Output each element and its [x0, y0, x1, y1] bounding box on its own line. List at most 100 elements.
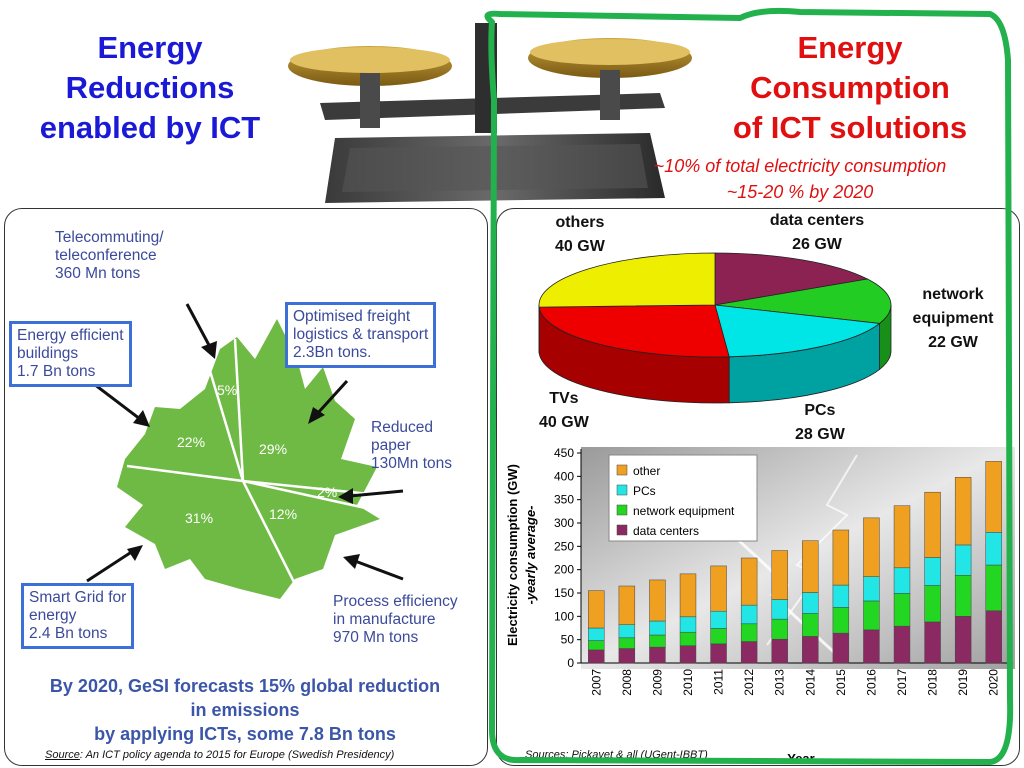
forecast-text: By 2020, GeSI forecasts 15% global reduc… — [45, 674, 445, 746]
x-tick-label: 2013 — [773, 669, 787, 696]
bar-data-centers-2017 — [893, 625, 911, 664]
right-title-line: Consumption — [750, 70, 950, 105]
bar-network-equipment-2017 — [893, 593, 911, 627]
label-line: 360 Mn tons — [55, 265, 141, 282]
legend-label: other — [633, 464, 660, 478]
bar-PCs-2009 — [649, 620, 666, 636]
paper-label: Reduced paper 130Mn tons — [371, 419, 452, 473]
segment-label: 5% — [217, 382, 237, 398]
segment-label: 2% — [317, 484, 337, 500]
y-tick-label: 50 — [561, 633, 575, 647]
bar-data-centers-2010 — [679, 645, 697, 664]
bar-network-equipment-2007 — [588, 640, 605, 651]
x-tick-label: 2017 — [895, 669, 909, 696]
bar-PCs-2008 — [618, 624, 636, 639]
label-line: Energy efficient — [17, 327, 124, 344]
label-line: logistics & transport — [293, 326, 429, 343]
smart-grid-label: Smart Grid for energy 2.4 Bn tons — [21, 583, 135, 649]
bar-network-equipment-2019 — [954, 575, 972, 617]
x-tick-label: 2009 — [650, 669, 664, 696]
y-tick-label: 150 — [554, 586, 574, 600]
y-axis-label: Electricity consumption (GW) — [505, 464, 520, 646]
legend-swatch — [616, 524, 628, 536]
bar-network-equipment-2018 — [924, 585, 941, 623]
y-axis-sublabel: -yearly average- — [523, 505, 538, 604]
bar-network-equipment-2012 — [740, 623, 758, 642]
bar-network-equipment-2010 — [679, 631, 697, 646]
right-subtitle: ~10% of total electricity consumption ~1… — [580, 153, 1020, 205]
x-tick-label: 2014 — [803, 669, 817, 696]
y-tick-label: 200 — [554, 563, 574, 577]
label-line: Telecommuting/ — [55, 229, 164, 246]
bar-data-centers-2019 — [954, 616, 972, 664]
pie-label-network: network equipment 22 GW — [897, 283, 1009, 355]
x-tick-label: 2015 — [834, 669, 848, 696]
x-tick-label: 2018 — [926, 669, 940, 696]
bar-data-centers-2015 — [832, 632, 850, 664]
subtitle-line: ~15-20 % by 2020 — [726, 182, 874, 202]
pie-slice-others — [538, 252, 716, 308]
source-text: : An ICT policy agenda to 2015 for Europ… — [79, 749, 395, 761]
bar-data-centers-2012 — [740, 641, 758, 664]
bar-network-equipment-2013 — [771, 618, 788, 640]
segment-label: 29% — [259, 441, 287, 457]
right-source: Sources: Pickavet & all (UGent-IBBT) — [525, 749, 708, 761]
bar-other-2007 — [588, 590, 605, 629]
bar-PCs-2013 — [771, 599, 788, 620]
bar-data-centers-2007 — [588, 649, 605, 664]
label-line: Reduced — [371, 419, 434, 436]
pie-label-name: others — [555, 214, 605, 231]
bar-PCs-2020 — [985, 532, 1002, 566]
segment-label: 12% — [269, 506, 297, 522]
right-title-line: Energy — [797, 30, 903, 65]
bar-other-2017 — [893, 505, 911, 569]
bar-other-2011 — [710, 565, 727, 612]
legend-swatch — [616, 504, 628, 516]
legend-swatch — [616, 484, 628, 496]
legend-label: network equipment — [633, 504, 735, 518]
x-tick-label: 2016 — [864, 669, 878, 696]
pie-label-value: 40 GW — [539, 414, 589, 431]
y-tick-label: 350 — [554, 493, 574, 507]
bar-network-equipment-2014 — [802, 613, 819, 637]
y-tick-label: 100 — [554, 609, 574, 623]
x-axis-label: Year — [787, 751, 814, 766]
bar-other-2013 — [771, 550, 788, 600]
left-source: Source: An ICT policy agenda to 2015 for… — [45, 749, 394, 761]
bar-network-equipment-2016 — [863, 600, 880, 631]
pie-label-name-text: network equipment — [912, 286, 994, 327]
bar-other-2008 — [618, 585, 636, 625]
pie-label-name: network equipment — [897, 283, 1009, 331]
forecast-line: By 2020, GeSI forecasts 15% global reduc… — [49, 676, 441, 696]
bar-other-2012 — [740, 557, 758, 606]
right-title: Energy Consumption of ICT solutions — [700, 28, 1000, 148]
source-label: Source — [45, 749, 80, 761]
label-line: 970 Mn tons — [333, 629, 419, 646]
bar-network-equipment-2008 — [618, 637, 636, 649]
label-line: energy — [29, 607, 77, 624]
bar-other-2010 — [679, 573, 697, 618]
bar-other-2018 — [924, 491, 941, 558]
bar-data-centers-2008 — [618, 648, 636, 664]
x-tick-label: 2010 — [681, 669, 695, 696]
label-line: 2.3Bn tons. — [293, 344, 372, 361]
buildings-label: Energy efficient buildings 1.7 Bn tons — [9, 321, 132, 387]
left-title-line: Reductions — [65, 70, 235, 105]
bar-PCs-2016 — [863, 576, 880, 602]
forecast-line: in emissions — [190, 700, 300, 720]
subtitle-line: ~10% of total electricity consumption — [653, 156, 947, 176]
y-tick-label: 400 — [554, 469, 574, 483]
ict-consumption-panel: others 40 GW data centers 26 GW network … — [496, 208, 1020, 766]
pie-label-tvs: TVs 40 GW — [539, 387, 589, 435]
bar-network-equipment-2015 — [832, 607, 850, 634]
pie-label-value: 26 GW — [792, 236, 842, 253]
label-line: 1.7 Bn tons — [17, 363, 96, 380]
forecast-line: by applying ICTs, some 7.8 Bn tons — [94, 724, 396, 744]
bar-PCs-2010 — [679, 616, 697, 633]
label-line: Optimised freight — [293, 308, 411, 325]
bar-PCs-2012 — [740, 604, 758, 625]
y-tick-label: 250 — [554, 539, 574, 553]
pie-label-data-centers: data centers 26 GW — [747, 209, 887, 257]
pie-label-value: 28 GW — [795, 426, 845, 443]
pie-label-others: others 40 GW — [555, 211, 605, 259]
